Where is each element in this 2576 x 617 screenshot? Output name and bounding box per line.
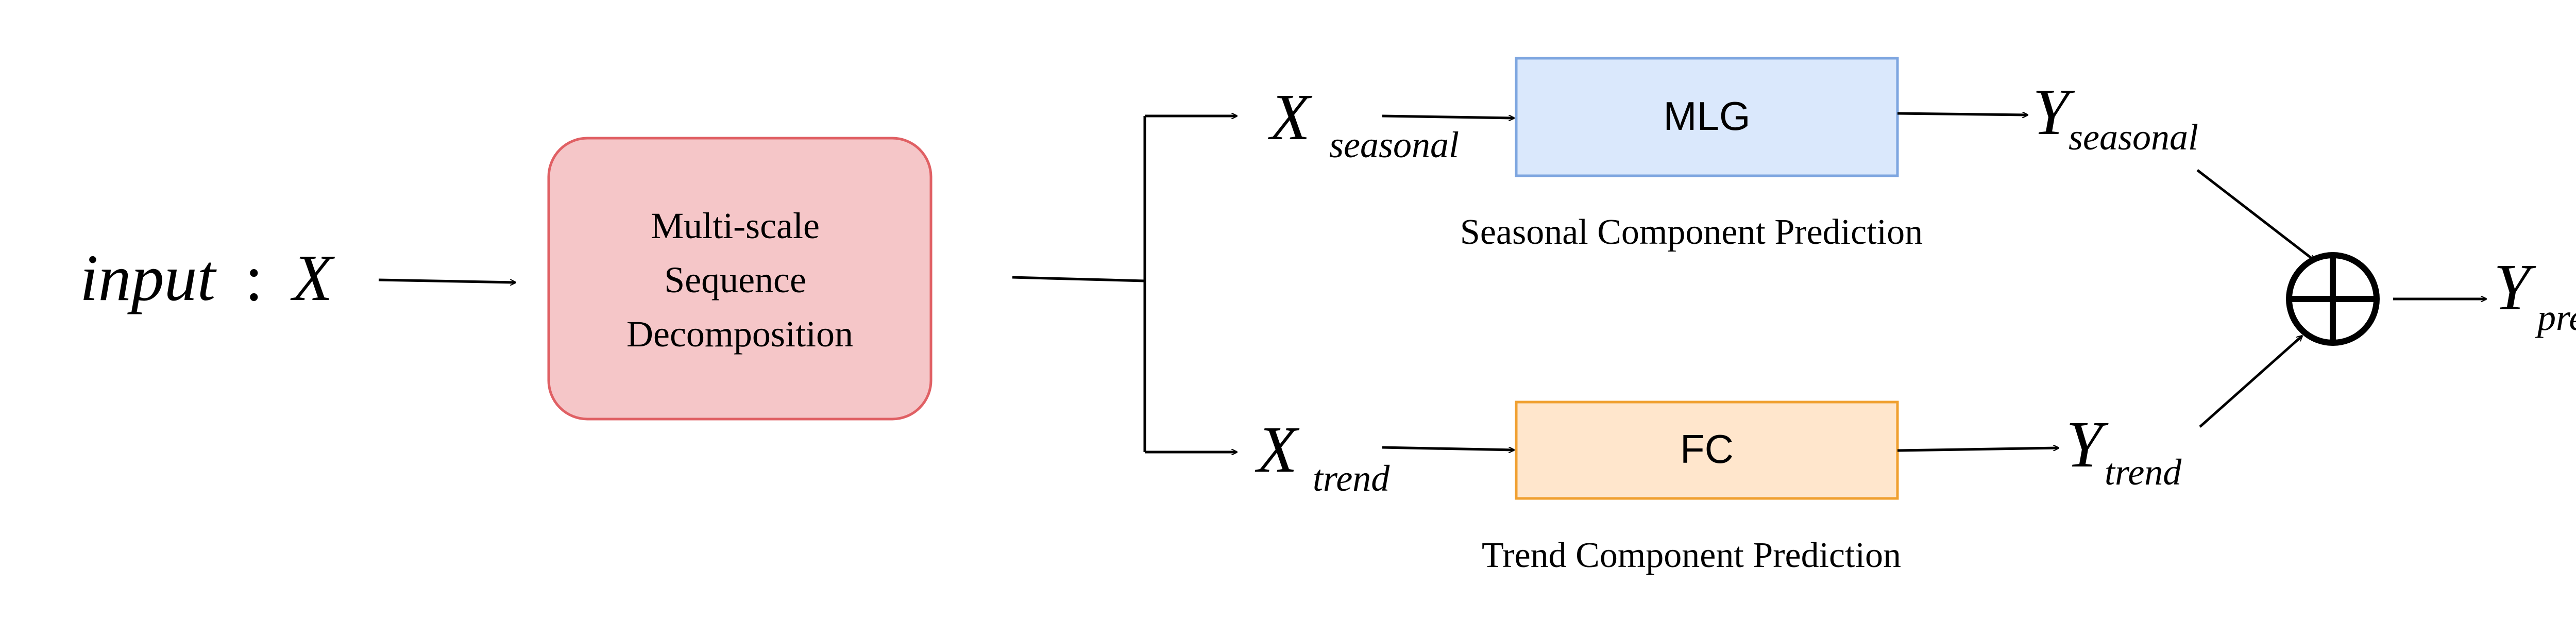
input-variable: X [290, 241, 335, 314]
svg-text:Multi-scale Sequence: Multi-scale Sequence Decomposition [626, 205, 853, 355]
y-pred-main: Y [2494, 251, 2536, 324]
y-trend-label: Y trend [2066, 408, 2182, 493]
seasonal-caption: Seasonal Component Prediction [1460, 212, 1923, 252]
x-trend-main: X [1255, 413, 1300, 486]
seasonal-to-sum-arrow [2196, 169, 2314, 260]
input-word: input [80, 241, 217, 314]
fc-output-arrow [1897, 448, 2058, 452]
mlg-output-arrow [1897, 113, 2027, 115]
decomposition-line-1: Multi-scale [651, 205, 820, 246]
y-seasonal-main: Y [2032, 75, 2075, 148]
y-seasonal-label: Y seasonal [2032, 75, 2198, 158]
input-label: input : X [80, 241, 335, 314]
split-line-main [1012, 276, 1145, 282]
decomposition-box [547, 137, 933, 421]
mlg-block [1515, 57, 1899, 177]
y-pred-label: Y pred [2494, 251, 2576, 338]
x-seasonal-label: X seasonal [1267, 80, 1459, 165]
trend-to-sum-arrow [2199, 336, 2302, 428]
decomposition-line-3: Decomposition [626, 313, 853, 355]
circle-plus-icon [2286, 252, 2380, 346]
fc-label: FC [1680, 426, 1734, 472]
input-separator: : [245, 241, 263, 314]
y-pred-sub: pred [2535, 297, 2576, 338]
y-seasonal-sub: seasonal [2069, 116, 2198, 158]
y-trend-main: Y [2066, 408, 2109, 481]
fc-block [1515, 401, 1899, 500]
x-seasonal-sub: seasonal [1329, 124, 1459, 165]
x-trend-label: X trend [1255, 413, 1390, 499]
decomposition-block: Multi-scale Sequence Decomposition [547, 137, 933, 421]
decomposition-line-2: Sequence [664, 259, 806, 301]
x-seasonal-arrow [1382, 114, 1514, 118]
mlg-label: MLG [1663, 93, 1750, 139]
trend-caption: Trend Component Prediction [1482, 536, 1901, 575]
y-trend-sub: trend [2105, 452, 2182, 493]
x-trend-arrow [1382, 446, 1514, 450]
input-arrow [378, 278, 515, 282]
x-trend-sub: trend [1313, 458, 1390, 499]
x-seasonal-main: X [1267, 80, 1313, 154]
